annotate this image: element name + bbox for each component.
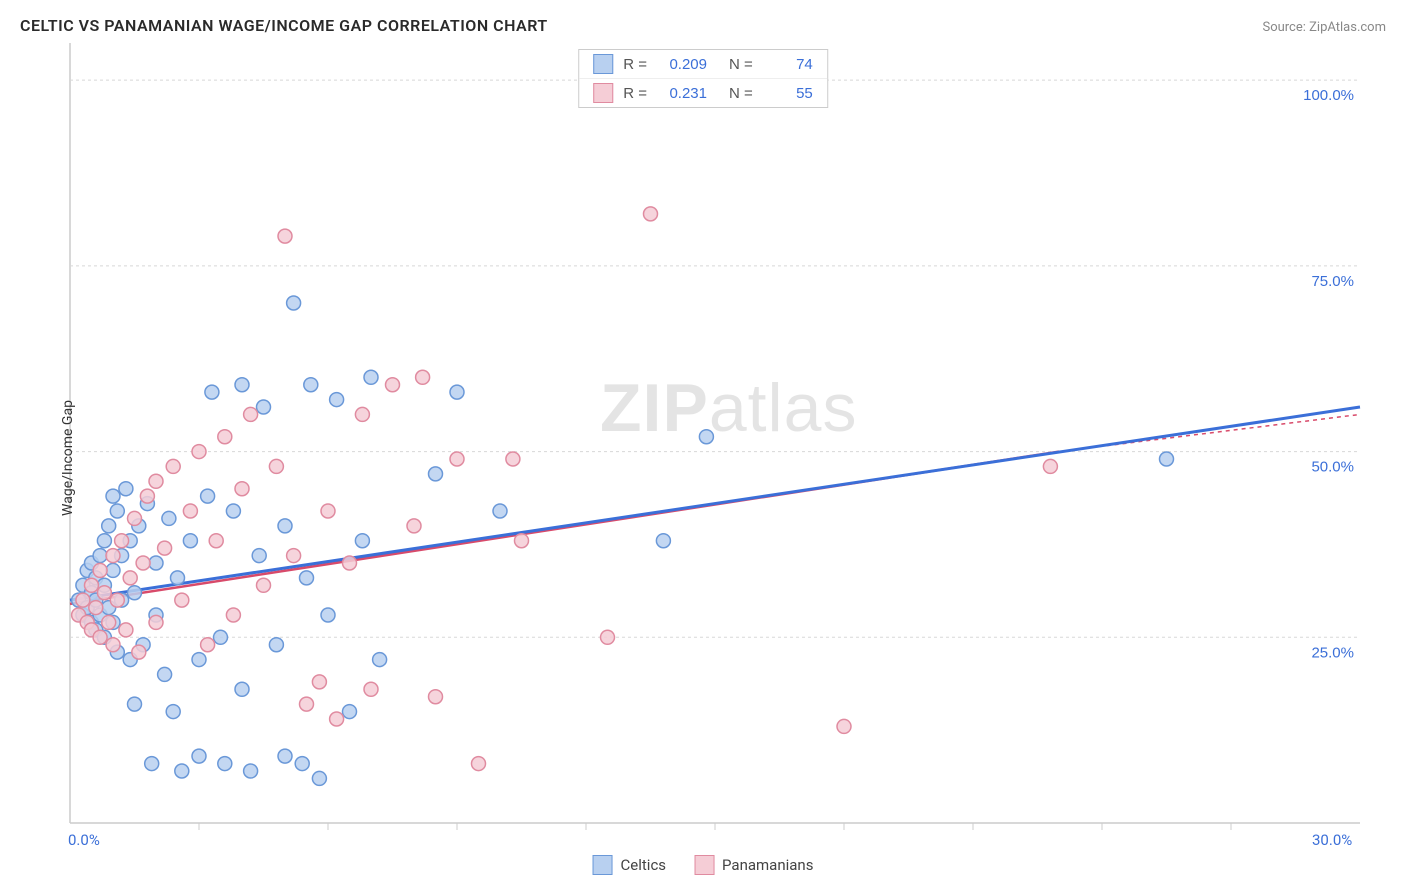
bottom-legend: Celtics Panamanians (593, 855, 814, 875)
swatch-celtics (593, 54, 613, 74)
stat-legend: R = 0.209 N = 74 R = 0.231 N = 55 (578, 49, 828, 108)
swatch-celtics (593, 855, 613, 875)
chart-title: CELTIC VS PANAMANIAN WAGE/INCOME GAP COR… (20, 16, 548, 35)
legend-item-celtics: Celtics (593, 855, 667, 875)
swatch-panamanians (593, 83, 613, 103)
svg-text:75.0%: 75.0% (1311, 273, 1354, 290)
stat-row-celtics: R = 0.209 N = 74 (579, 50, 827, 78)
svg-text:100.0%: 100.0% (1303, 87, 1354, 104)
y-axis-label: Wage/Income Gap (60, 400, 76, 516)
swatch-panamanians (694, 855, 714, 875)
svg-text:25.0%: 25.0% (1311, 644, 1354, 661)
stat-row-panamanians: R = 0.231 N = 55 (579, 78, 827, 107)
svg-text:50.0%: 50.0% (1311, 459, 1354, 476)
chart-area: Wage/Income Gap 25.0%50.0%75.0%100.0% ZI… (20, 43, 1386, 873)
scatter-plot-svg: 25.0% 50.0% 75.0% 100.0% (20, 43, 1380, 853)
x-axis-max-label: 30.0% (1312, 831, 1352, 849)
chart-source: Source: ZipAtlas.com (1262, 20, 1386, 35)
legend-item-panamanians: Panamanians (694, 855, 813, 875)
chart-header: CELTIC VS PANAMANIAN WAGE/INCOME GAP COR… (0, 0, 1406, 43)
x-axis-min-label: 0.0% (68, 831, 100, 849)
